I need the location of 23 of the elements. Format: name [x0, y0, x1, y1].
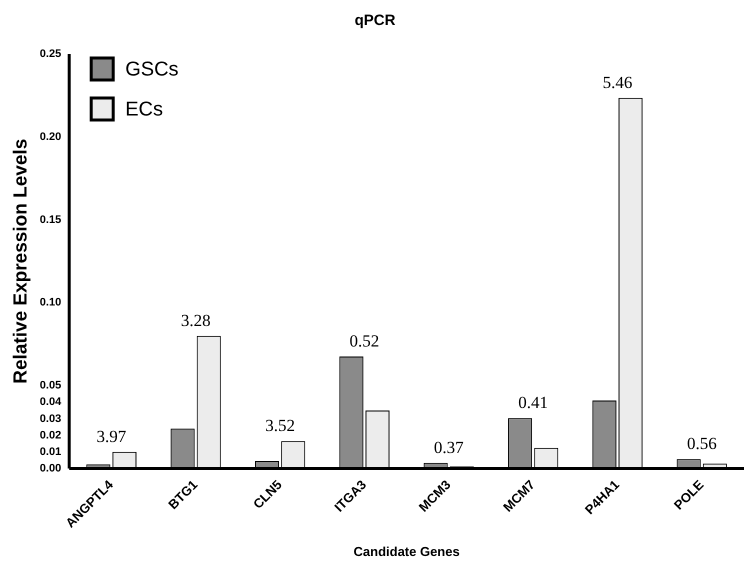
y-tick-label: 0.20	[40, 130, 62, 143]
y-tick-label: 0.05	[40, 380, 62, 392]
legend-label: GSCs	[125, 58, 179, 81]
annotation: 3.97	[96, 426, 127, 446]
y-tick-label: 0.03	[40, 412, 62, 425]
y-tick-label: 0.10	[40, 296, 62, 309]
y-tick-label: 0.15	[40, 214, 62, 226]
y-tick-label: 0.25	[40, 48, 62, 60]
annotation: 3.52	[265, 416, 295, 436]
annotation: 5.46	[602, 72, 632, 92]
annotation: 0.56	[686, 434, 717, 454]
y-axis-title: Relative Expression Levels	[10, 138, 32, 384]
annotation: 0.37	[434, 438, 464, 457]
x-axis-title: Candidate Genes	[354, 544, 460, 559]
annotation: 0.41	[518, 393, 548, 412]
y-tick-label: 0.01	[40, 446, 62, 458]
y-tick-label: 0.02	[40, 429, 62, 442]
chart-title: qPCR	[354, 12, 396, 30]
annotation: 0.52	[350, 332, 380, 351]
annotation: 3.28	[180, 310, 211, 330]
legend-label: ECs	[125, 98, 164, 121]
y-tick-label: 0.00	[40, 462, 62, 474]
y-tick-label: 0.04	[40, 396, 62, 408]
